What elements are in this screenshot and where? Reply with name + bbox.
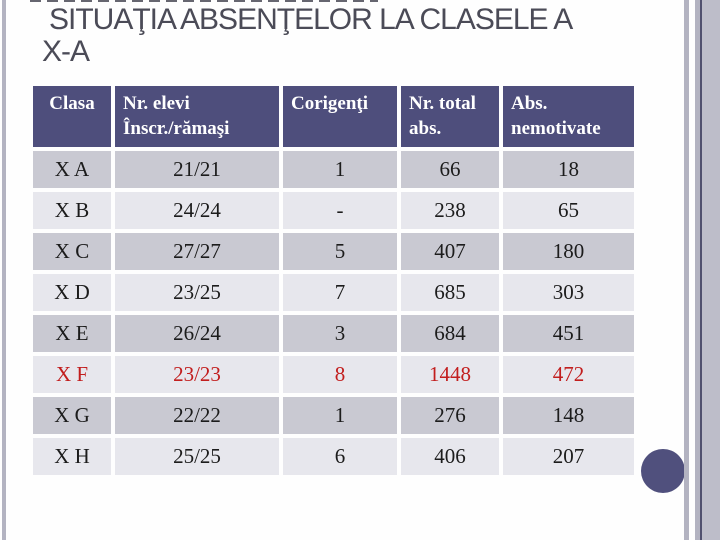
cell-abs-nemotivate: 65 [503,192,634,229]
table-row-xg: X G 22/22 1 276 148 [33,397,634,434]
cell-corigenti: - [283,192,397,229]
left-border-stripe [2,0,6,540]
absences-table: Clasa Nr. elevi Înscr./rămaşi Corigenţi … [29,82,638,479]
table-row-xh: X H 25/25 6 406 207 [33,438,634,475]
table-row-xc: X C 27/27 5 407 180 [33,233,634,270]
cell-elevi: 21/21 [115,151,279,188]
cell-elevi: 25/25 [115,438,279,475]
cell-total-abs: 407 [401,233,499,270]
cell-abs-nemotivate: 303 [503,274,634,311]
header-text: Nr. elevi [123,93,190,114]
cell-abs-nemotivate: 207 [503,438,634,475]
column-header-nr-total-abs: Nr. total abs. [401,86,499,147]
header-text: Nr. total [409,93,476,114]
cell-elevi: 23/23 [115,356,279,393]
table-row-xd: X D 23/25 7 685 303 [33,274,634,311]
cell-corigenti: 1 [283,151,397,188]
cell-total-abs: 66 [401,151,499,188]
cell-clasa: X C [33,233,111,270]
cell-clasa: X D [33,274,111,311]
table-header-row: Clasa Nr. elevi Înscr./rămaşi Corigenţi … [33,86,634,147]
table-row-xa: X A 21/21 1 66 18 [33,151,634,188]
column-header-nr-elevi: Nr. elevi Înscr./rămaşi [115,86,279,147]
cell-clasa: X F [33,356,111,393]
right-stripe-dark-line [700,0,702,540]
cell-abs-nemotivate: 148 [503,397,634,434]
cell-elevi: 27/27 [115,233,279,270]
cell-total-abs: 406 [401,438,499,475]
table-row-xf-highlighted: X F 23/23 8 1448 472 [33,356,634,393]
cell-corigenti: 8 [283,356,397,393]
cell-elevi: 23/25 [115,274,279,311]
cell-elevi: 26/24 [115,315,279,352]
right-stripe-inner [695,0,700,540]
right-stripe-band [702,0,720,540]
slide-title-line1: SITUAŢIA ABSENŢELOR LA CLASELE A [49,3,573,36]
slide-title: SITUAŢIA ABSENŢELOR LA CLASELE A X-A [0,4,660,68]
cell-total-abs: 684 [401,315,499,352]
cell-corigenti: 5 [283,233,397,270]
cell-clasa: X G [33,397,111,434]
cell-corigenti: 1 [283,397,397,434]
column-header-clasa: Clasa [33,86,111,147]
cell-corigenti: 6 [283,438,397,475]
header-text: Abs. [511,93,548,114]
cell-abs-nemotivate: 18 [503,151,634,188]
slide-title-line2: X-A [42,35,90,68]
cell-total-abs: 685 [401,274,499,311]
header-text: Clasa [49,93,95,114]
cell-clasa: X B [33,192,111,229]
decorative-circle [641,449,685,493]
header-text: Corigenţi [291,93,369,114]
clipped-text-artifact [30,0,378,2]
cell-total-abs: 238 [401,192,499,229]
column-header-corigenti: Corigenţi [283,86,397,147]
cell-clasa: X H [33,438,111,475]
header-text: nemotivate [511,118,601,139]
cell-abs-nemotivate: 180 [503,233,634,270]
column-header-abs-nemotivate: Abs. nemotivate [503,86,634,147]
cell-corigenti: 3 [283,315,397,352]
cell-total-abs: 1448 [401,356,499,393]
cell-abs-nemotivate: 451 [503,315,634,352]
cell-total-abs: 276 [401,397,499,434]
cell-elevi: 22/22 [115,397,279,434]
cell-corigenti: 7 [283,274,397,311]
cell-abs-nemotivate: 472 [503,356,634,393]
cell-elevi: 24/24 [115,192,279,229]
header-text: abs. [409,118,442,139]
table-row-xb: X B 24/24 - 238 65 [33,192,634,229]
cell-clasa: X E [33,315,111,352]
right-stripe-outer [684,0,689,540]
cell-clasa: X A [33,151,111,188]
header-text: Înscr./rămaşi [123,118,230,139]
table-row-xe: X E 26/24 3 684 451 [33,315,634,352]
